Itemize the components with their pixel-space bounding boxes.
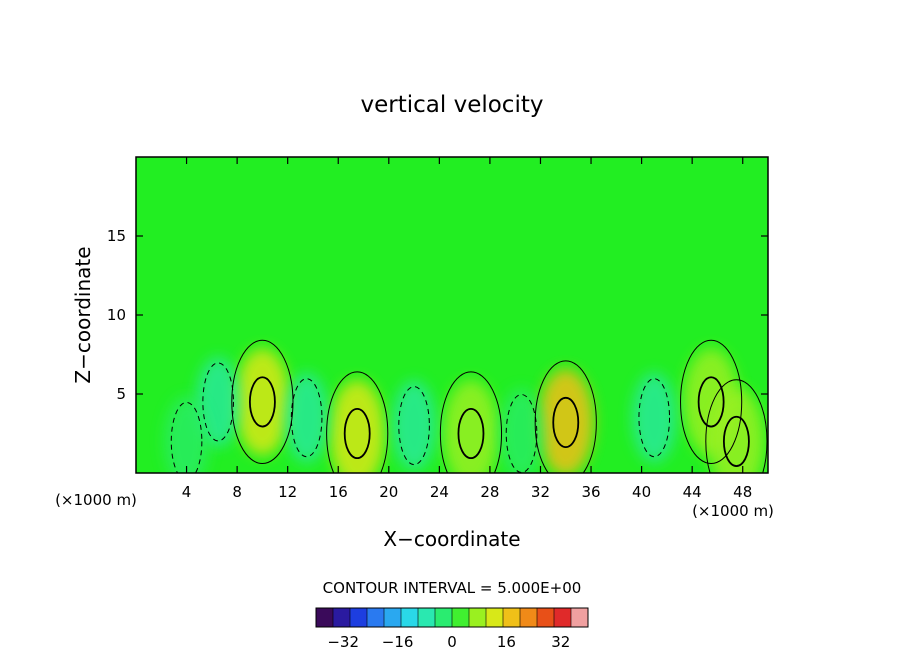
- x-axis-ticks: 4 8 12 16 20 24 28 32 36 40 44 48: [182, 157, 752, 501]
- x-tick-label: 44: [683, 483, 702, 501]
- downdraft-cell: [631, 372, 677, 463]
- x-tick-label: 8: [232, 483, 242, 501]
- updraft-cell: [234, 348, 291, 456]
- chart-title: vertical velocity: [361, 92, 544, 118]
- downdraft-cell: [164, 396, 209, 473]
- updraft-contour: [680, 339, 743, 465]
- x-tick-label: 36: [581, 483, 600, 501]
- x-unit-right: (×1000 m): [692, 502, 774, 520]
- updraft-core-contour: [457, 407, 485, 460]
- colorbar-segment: [486, 608, 503, 627]
- colorbar-segment: [316, 608, 333, 627]
- colorbar-tick-label: 0: [447, 633, 457, 651]
- x-tick-label: 16: [329, 483, 348, 501]
- downdraft-contour: [398, 386, 430, 466]
- contour-lines: [170, 339, 768, 473]
- colorbar-segment: [418, 608, 435, 627]
- updraft-core-contour: [722, 415, 750, 467]
- colorbar-segment: [537, 608, 554, 627]
- downdraft-contour: [202, 362, 234, 442]
- x-unit-left: (×1000 m): [55, 491, 137, 509]
- y-tick-label: 15: [107, 227, 126, 245]
- colorbar-segment: [469, 608, 486, 627]
- colorbar-segment: [520, 608, 537, 627]
- updraft-core-contour: [697, 376, 725, 428]
- updraft-contour: [231, 339, 294, 465]
- downdraft-contour: [638, 378, 671, 458]
- x-tick-label: 28: [480, 483, 499, 501]
- y-axis-label: Z−coordinate: [71, 246, 95, 383]
- updraft-core-contour: [248, 376, 276, 428]
- colorbar-segment: [367, 608, 384, 627]
- colorbar-tick-label: 16: [497, 633, 516, 651]
- colorbar-frame: [315, 607, 589, 628]
- colorbar-segment: [435, 608, 452, 627]
- x-tick-label: 40: [632, 483, 651, 501]
- downdraft-cell: [284, 372, 329, 463]
- colorbar-segment: [452, 608, 469, 627]
- colorbar-segment: [401, 608, 418, 627]
- x-tick-label: 20: [379, 483, 398, 501]
- contour-interval-label: CONTOUR INTERVAL = 5.000E+00: [323, 579, 582, 597]
- downdraft-contour: [170, 401, 203, 473]
- colorbar-segment: [384, 608, 401, 627]
- colorbar-tick-label: −32: [327, 633, 359, 651]
- x-tick-label: 4: [182, 483, 192, 501]
- colorbar-segment: [333, 608, 350, 627]
- x-axis-label: X−coordinate: [383, 527, 520, 551]
- y-tick-label: 10: [107, 306, 126, 324]
- colorbar-segment: [571, 608, 588, 627]
- y-axis-ticks: 5 10 15: [107, 227, 768, 403]
- updraft-contour: [534, 360, 597, 473]
- updraft-contour: [439, 371, 503, 473]
- colorbar-segment: [350, 608, 367, 627]
- y-tick-label: 5: [116, 385, 126, 403]
- updraft-cell: [443, 380, 499, 473]
- colorbar-tick-label: 32: [551, 633, 570, 651]
- updraft-cell: [537, 369, 594, 473]
- downdraft-contour: [290, 378, 323, 458]
- updraft-contour: [705, 379, 768, 473]
- updraft-core-contour: [343, 407, 371, 460]
- colorbar-segment: [503, 608, 520, 627]
- colorbar-tick-labels: −32 −16 0 16 32: [327, 633, 570, 651]
- colorbar: [315, 607, 589, 628]
- colorbar-tick-label: −16: [382, 633, 414, 651]
- downdraft-cell: [391, 380, 437, 471]
- updraft-core-contour: [552, 396, 580, 448]
- colorbar-segment: [554, 608, 571, 627]
- updraft-cell: [329, 380, 385, 473]
- x-tick-label: 48: [733, 483, 752, 501]
- updraft-contour: [326, 371, 389, 473]
- downdraft-contour: [505, 393, 538, 473]
- updraft-cell: [708, 388, 765, 473]
- x-tick-label: 32: [531, 483, 550, 501]
- x-tick-label: 24: [430, 483, 449, 501]
- x-tick-label: 12: [278, 483, 297, 501]
- downdraft-cell: [499, 388, 544, 473]
